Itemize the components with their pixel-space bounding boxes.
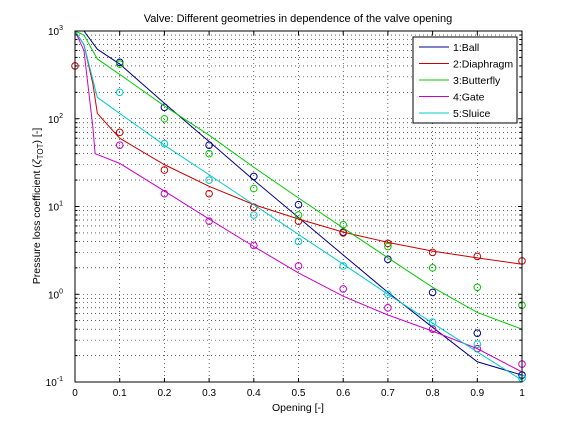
data-point-diaphragm: [339, 229, 348, 237]
data-point-butterfly: [250, 184, 258, 193]
y-tick-label-exponent: 0: [59, 288, 63, 295]
y-tick-label-exponent: 1: [59, 201, 63, 208]
data-point-ball: [294, 200, 303, 209]
x-tick-label: 0.8: [426, 388, 440, 399]
series-line-sluice: [74, 30, 523, 381]
y-tick-label: 102: [48, 113, 63, 126]
data-point-sluice: [250, 211, 258, 219]
series-gate: [74, 30, 526, 373]
legend-label: 3:Butterfly: [453, 75, 501, 87]
data-point-gate: [250, 241, 258, 250]
y-tick-label: 100: [48, 288, 63, 301]
x-tick-label: 0.4: [247, 388, 261, 399]
y-tick-label-exponent: 2: [59, 113, 63, 120]
data-point-gate: [384, 304, 392, 312]
data-point-ball: [250, 172, 258, 181]
data-point-butterfly: [115, 60, 124, 68]
data-point-sluice: [339, 262, 348, 270]
y-axis-title: Pressure loss coefficient (ζTOT) [-]: [31, 128, 45, 285]
legend: 1:Ball 2:Diaphragm 3:Butterfly 4:Gate 5:Slui…: [412, 36, 518, 124]
data-point-butterfly: [384, 242, 392, 251]
data-point-diaphragm: [384, 239, 392, 248]
data-point-gate: [339, 285, 348, 293]
legend-label: 1:Ball: [453, 42, 479, 54]
legend-label: 2:Diaphragm: [453, 59, 513, 71]
legend-item-ball: 1:Ball: [419, 42, 479, 54]
data-point-butterfly: [473, 283, 482, 292]
data-point-sluice: [115, 88, 124, 97]
data-point-butterfly: [428, 264, 437, 272]
data-point-diaphragm: [115, 128, 124, 137]
y-axis-title-suffix: ) [-]: [31, 128, 43, 144]
x-tick-label: 0.9: [470, 388, 484, 399]
y-tick-label: 101: [48, 201, 63, 214]
series-ball: [75, 30, 526, 379]
series-sluice: [74, 30, 526, 383]
data-point-butterfly: [294, 211, 303, 219]
x-axis-title: Opening [-]: [272, 402, 324, 414]
ticks: [74, 30, 523, 383]
data-point-sluice: [473, 340, 482, 348]
legend-item-diaphragm: 2:Diaphragm: [419, 59, 513, 71]
data-point-gate: [205, 217, 213, 225]
data-point-butterfly: [160, 114, 169, 123]
x-tick-label: 0.3: [202, 388, 216, 399]
y-axis-title-subscript: TOT: [36, 143, 45, 159]
series-line-butterfly: [74, 30, 523, 330]
x-tick-label: 1: [519, 388, 525, 399]
data-point-butterfly: [205, 149, 213, 158]
data-point-gate: [160, 189, 169, 198]
data-point-diaphragm: [160, 166, 169, 174]
x-tick-label: 0.1: [113, 388, 127, 399]
y-tick-label: 10-1: [46, 376, 63, 389]
x-tick-label: 0.5: [292, 388, 306, 399]
chart-title: Valve: Different geometries in dependenc…: [144, 13, 452, 25]
legend-label: 5:Sluice: [453, 108, 491, 120]
legend-item-gate: 4:Gate: [419, 92, 485, 104]
data-point-sluice: [428, 318, 437, 327]
data-point-ball: [473, 329, 482, 337]
data-point-sluice: [160, 139, 169, 148]
y-tick-label-exponent: -1: [57, 376, 63, 383]
data-point-diaphragm: [473, 252, 482, 261]
x-tick-label: 0.7: [381, 388, 395, 399]
data-point-ball: [205, 141, 213, 149]
y-axis-title-symbol: ζ: [31, 158, 43, 164]
legend-item-butterfly: 3:Butterfly: [419, 75, 501, 87]
data-point-ball: [428, 288, 437, 297]
data-point-sluice: [384, 290, 392, 299]
data-point-sluice: [205, 176, 213, 184]
y-tick-label-exponent: 3: [59, 25, 63, 32]
series-line-diaphragm: [74, 30, 523, 265]
series-layer: [71, 30, 526, 383]
data-point-diaphragm: [428, 248, 437, 257]
data-point-gate: [294, 262, 303, 270]
x-tick-label: 0.6: [336, 388, 350, 399]
series-line-gate: [74, 30, 523, 373]
data-point-diaphragm: [205, 189, 213, 198]
data-point-sluice: [294, 237, 303, 246]
data-point-ball: [160, 103, 169, 112]
x-tick-label: 0.2: [157, 388, 171, 399]
legend-label: 4:Gate: [453, 92, 485, 104]
x-tick-label: 0: [72, 388, 78, 399]
y-axis-title-prefix: Pressure loss coefficient (: [31, 164, 43, 285]
legend-items: 1:Ball 2:Diaphragm 3:Butterfly 4:Gate 5:Slui…: [419, 42, 513, 120]
y-tick-label: 103: [48, 25, 63, 38]
series-butterfly: [74, 30, 526, 330]
x-tick-labels: 0 0.1 0.2 0.3 0.4 0.5 0.6 0.7 0.8 0.9 1: [72, 388, 525, 399]
data-point-gate: [115, 141, 124, 149]
data-point-butterfly: [339, 220, 348, 229]
data-point-ball: [384, 255, 392, 264]
legend-item-sluice: 5:Sluice: [419, 108, 491, 120]
